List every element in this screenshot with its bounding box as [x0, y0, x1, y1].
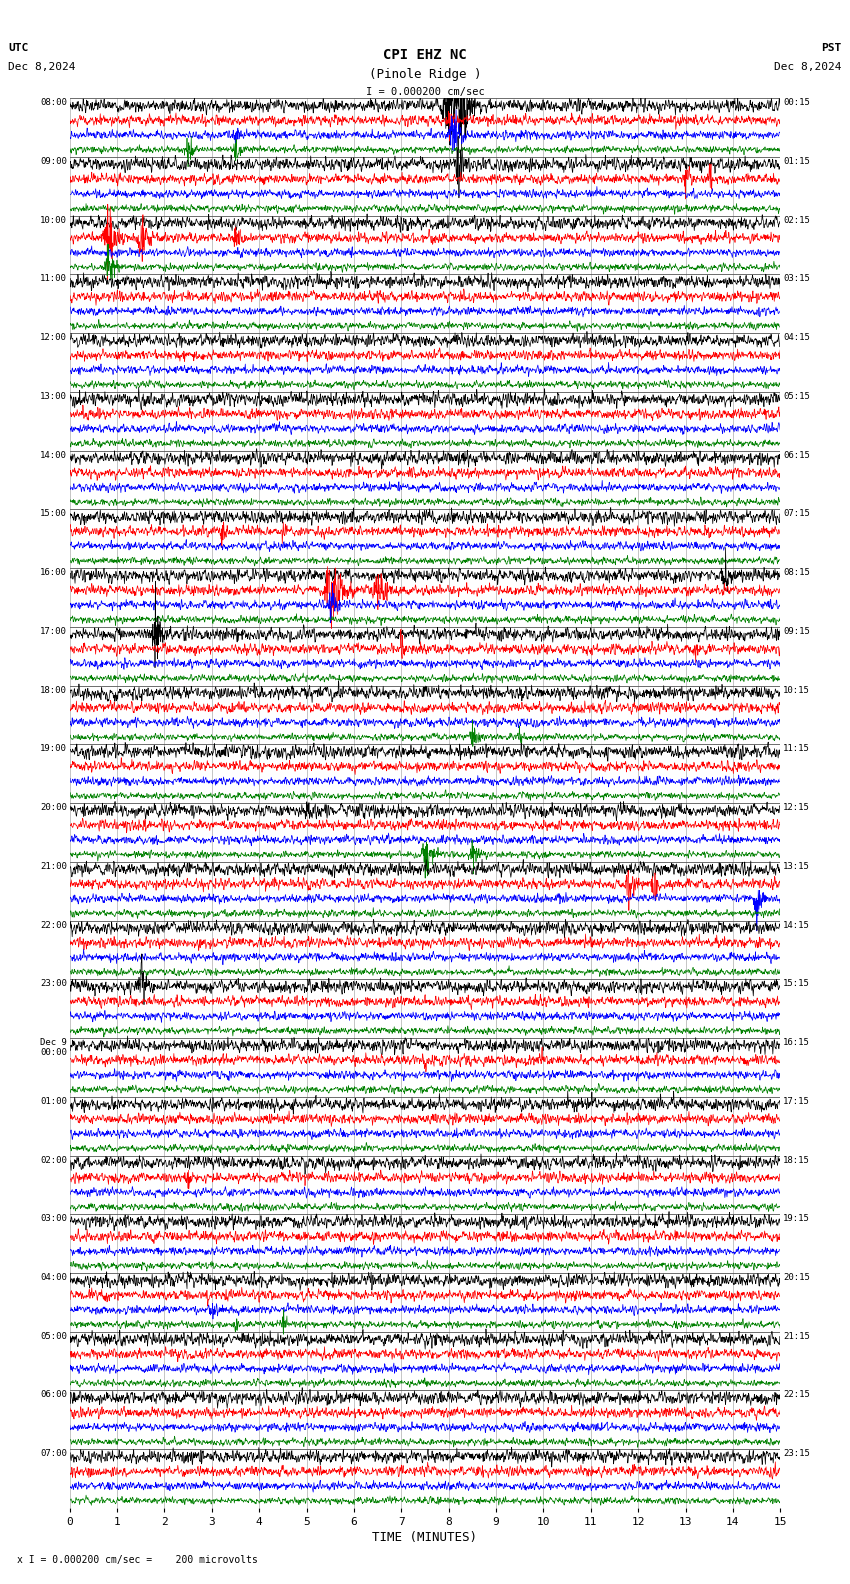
Text: CPI EHZ NC: CPI EHZ NC [383, 48, 467, 62]
Text: I = 0.000200 cm/sec: I = 0.000200 cm/sec [366, 87, 484, 97]
Text: (Pinole Ridge ): (Pinole Ridge ) [369, 68, 481, 81]
Text: PST: PST [821, 43, 842, 52]
Text: Dec 8,2024: Dec 8,2024 [774, 62, 842, 71]
X-axis label: TIME (MINUTES): TIME (MINUTES) [372, 1532, 478, 1544]
Text: UTC: UTC [8, 43, 29, 52]
Text: Dec 8,2024: Dec 8,2024 [8, 62, 76, 71]
Text: x I = 0.000200 cm/sec =    200 microvolts: x I = 0.000200 cm/sec = 200 microvolts [17, 1555, 258, 1565]
